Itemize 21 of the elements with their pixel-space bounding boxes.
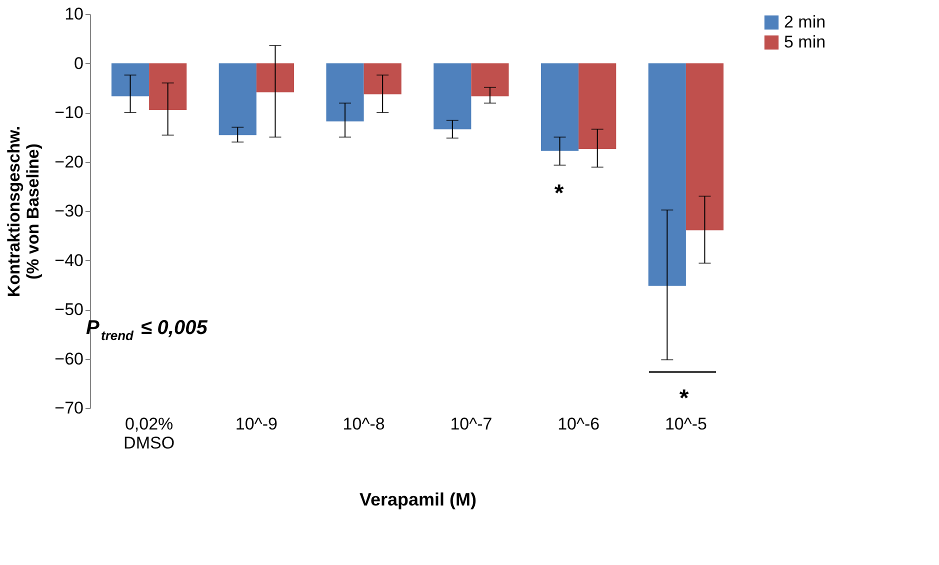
x-tick-label: 10^-5 [664, 414, 707, 434]
y-axis-title: Kontraktionsgeschw. (% von Baseline) [4, 126, 43, 298]
x-tick-label: 10^-6 [558, 414, 600, 434]
y-tick-label: −30 [54, 202, 84, 220]
x-tick-label: 0,02% DMSO [124, 414, 175, 452]
annotation: * [554, 180, 564, 207]
y-tick-label: −10 [54, 103, 84, 122]
legend-label: 2 min [784, 12, 826, 32]
annotation: * [679, 385, 690, 412]
legend-label: 5 min [784, 32, 826, 52]
x-tick-label: 10^-7 [450, 414, 492, 434]
y-tick-label: −20 [54, 152, 84, 172]
x-tick-label: 10^-8 [342, 414, 385, 434]
y-tick-label: −40 [54, 250, 84, 270]
y-tick-label: −70 [54, 398, 84, 418]
y-tick-label: 0 [74, 54, 84, 73]
x-axis-title: Verapamil (M) [359, 490, 477, 510]
y-tick-label: −60 [54, 349, 84, 368]
y-tick-label: −50 [54, 300, 84, 319]
y-tick-label: 10 [64, 4, 84, 24]
x-tick-label: 10^-9 [235, 414, 278, 434]
